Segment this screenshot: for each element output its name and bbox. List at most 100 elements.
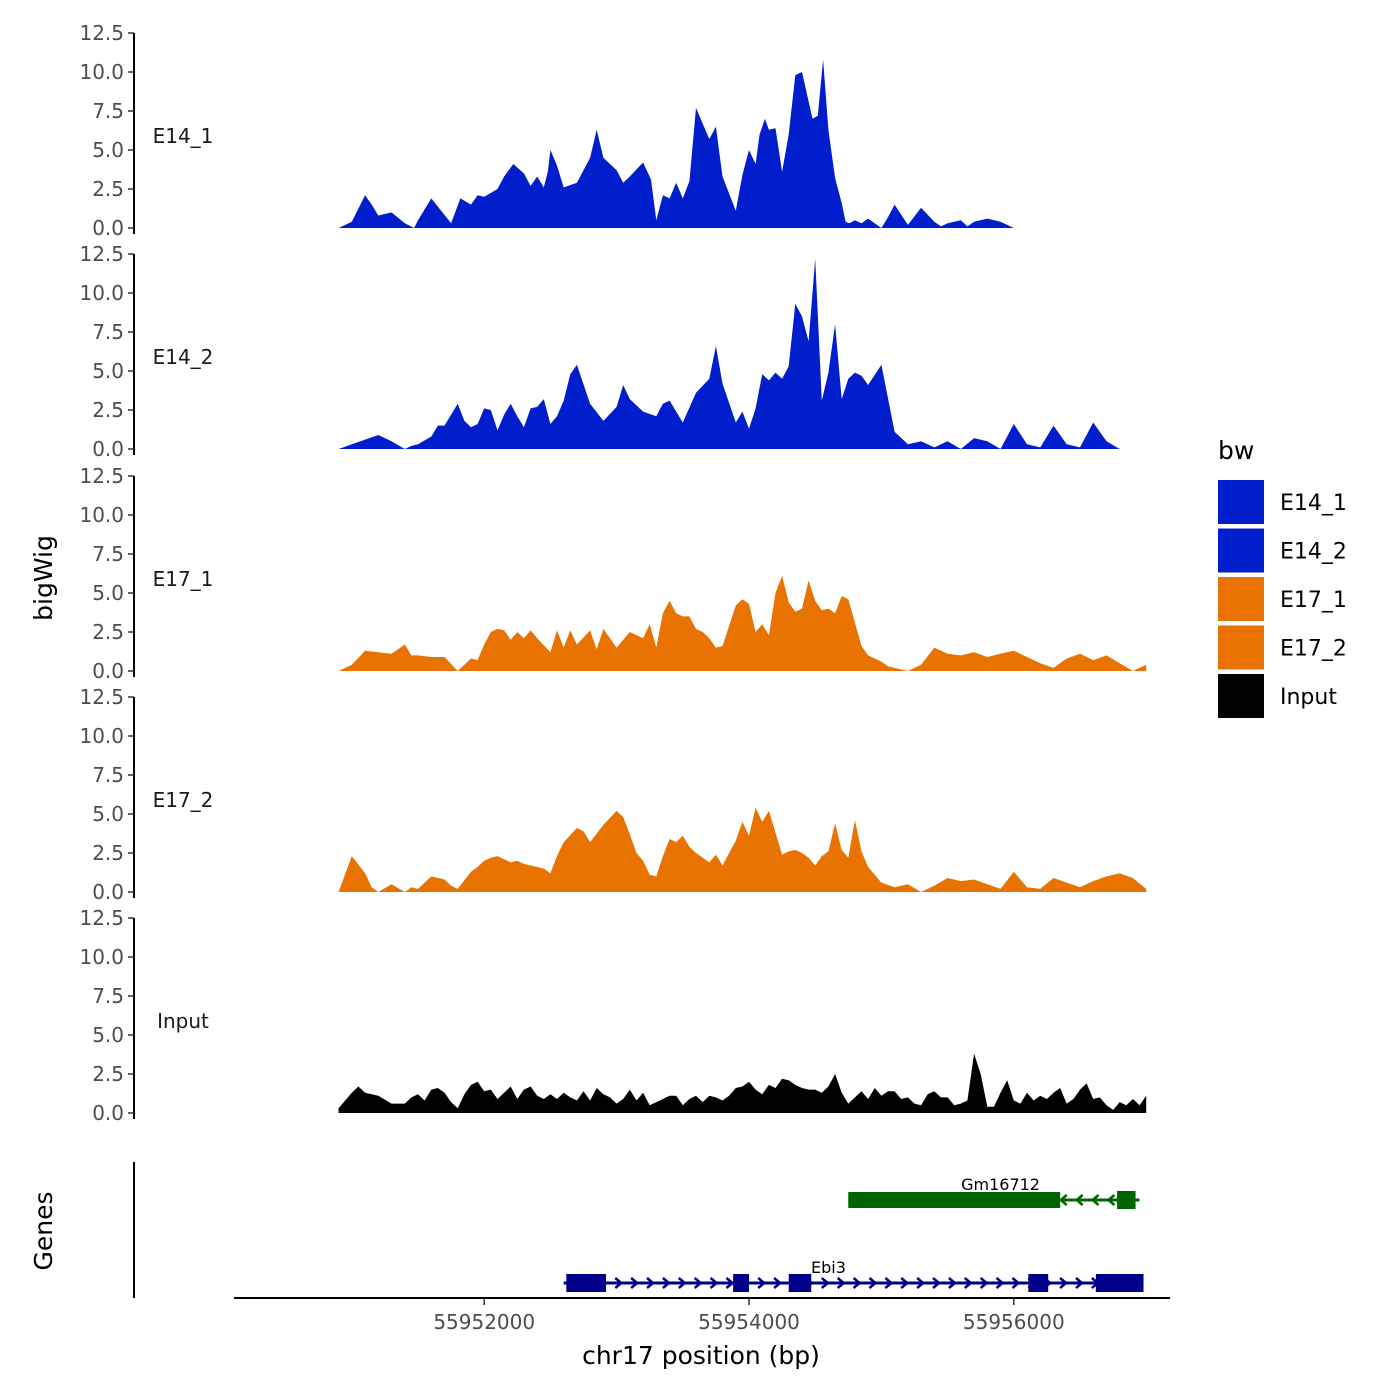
track-label: E14_2 [153, 345, 214, 369]
genes-axis-title: Genes [29, 1191, 58, 1270]
legend-label: Input [1280, 685, 1337, 710]
y-tick-label: 10.0 [79, 724, 124, 748]
legend-item-e17-2: E17_2 [1218, 625, 1347, 670]
strand-chevron [662, 1277, 671, 1289]
strand-chevron [1059, 1277, 1069, 1289]
y-tick-label: 7.5 [92, 763, 124, 787]
gene-exon [1028, 1274, 1049, 1292]
y-tick-label: 7.5 [92, 542, 124, 566]
y-tick-label: 2.5 [92, 841, 124, 865]
strand-chevron [773, 1277, 783, 1289]
y-tick-label: 2.5 [92, 1062, 124, 1086]
legend-item-e14-2: E14_2 [1218, 528, 1347, 573]
strand-chevron [757, 1277, 767, 1289]
strand-chevron [963, 1277, 973, 1289]
y-tick-label: 5.0 [92, 802, 124, 826]
strand-chevron [678, 1277, 687, 1289]
y-tick-label: 12.5 [79, 21, 124, 45]
strand-chevron [852, 1277, 862, 1289]
area-e17-1 [338, 575, 1147, 671]
x-axis: 55952000 55954000 55956000 [234, 1297, 1170, 1334]
legend-swatch [1218, 625, 1264, 670]
gene-exon [788, 1274, 812, 1292]
legend-item-e14-1: E14_1 [1218, 480, 1347, 524]
track-e14-2: 0.0 2.5 5.0 7.5 10.0 12.5 E14_2 [79, 242, 1147, 461]
strand-chevron [1011, 1277, 1021, 1289]
area-e14-2 [338, 258, 1147, 449]
coverage-tracks: 0.0 2.5 5.0 7.5 10.0 12.5 E14_1 0.0 2.5 5.0 7.5 10.… [79, 21, 1147, 1125]
strand-chevron [884, 1277, 894, 1289]
gene-exon [733, 1274, 749, 1292]
y-tick-label: 0.0 [92, 659, 124, 683]
strand-chevron [932, 1277, 941, 1289]
y-tick-label: 7.5 [92, 320, 124, 344]
strand-chevron [630, 1277, 640, 1289]
y-tick-label: 0.0 [92, 880, 124, 904]
gene-exon [566, 1274, 607, 1292]
y-tick-label: 7.5 [92, 984, 124, 1008]
x-tick-label: 55956000 [963, 1310, 1065, 1334]
gene-label: Gm16712 [961, 1175, 1040, 1194]
track-label: E17_1 [153, 567, 214, 591]
gene-gm16712: Gm16712 [848, 1175, 1140, 1209]
gene-thick-block [848, 1192, 1061, 1208]
legend-label: E14_2 [1280, 540, 1347, 565]
legend-swatch [1218, 528, 1264, 573]
strand-chevron [948, 1277, 957, 1289]
y-tick-label: 12.5 [79, 906, 124, 930]
gene-label: Ebi3 [811, 1258, 846, 1277]
strand-chevron [1074, 1194, 1084, 1206]
legend-swatch [1218, 674, 1264, 718]
legend: bw E14_1 E14_2 E17_1 E17_2 Input [1218, 436, 1347, 718]
y-tick-label: 0.0 [92, 1101, 124, 1125]
legend-title: bw [1218, 436, 1254, 465]
legend-item-input: Input [1218, 674, 1337, 718]
y-tick-label: 12.5 [79, 685, 124, 709]
y-tick-label: 5.0 [92, 359, 124, 383]
gene-ebi3: Ebi3 [563, 1258, 1144, 1292]
strand-chevron [709, 1277, 719, 1289]
x-axis-title: chr17 position (bp) [582, 1341, 820, 1370]
area-input [338, 1053, 1147, 1113]
strand-chevron [836, 1277, 846, 1289]
y-tick-label: 2.5 [92, 177, 124, 201]
track-label: Input [157, 1009, 209, 1033]
y-tick-label: 12.5 [79, 464, 124, 488]
strand-chevron [646, 1277, 655, 1289]
legend-swatch [1218, 480, 1264, 524]
track-e17-2: 0.0 2.5 5.0 7.5 10.0 12.5 E17_2 [79, 685, 1147, 904]
strand-chevron [614, 1277, 624, 1289]
y-tick-label: 10.0 [79, 503, 124, 527]
x-tick-label: 55954000 [698, 1310, 800, 1334]
track-label: E14_1 [153, 124, 214, 148]
strand-chevron [725, 1277, 735, 1289]
legend-label: E17_2 [1280, 637, 1347, 662]
track-e14-1: 0.0 2.5 5.0 7.5 10.0 12.5 E14_1 [79, 21, 1147, 240]
y-tick-label: 0.0 [92, 437, 124, 461]
y-tick-label: 2.5 [92, 398, 124, 422]
y-tick-label: 10.0 [79, 281, 124, 305]
strand-chevron [1090, 1194, 1100, 1206]
track-e17-1: 0.0 2.5 5.0 7.5 10.0 12.5 E17_1 [79, 464, 1147, 683]
strand-chevron [979, 1277, 989, 1289]
strand-chevron [995, 1277, 1005, 1289]
strand-chevron [693, 1277, 703, 1289]
area-e14-1 [338, 59, 1147, 228]
legend-label: E14_1 [1280, 491, 1347, 516]
strand-chevron [900, 1277, 910, 1289]
y-tick-label: 2.5 [92, 620, 124, 644]
area-e17-2 [338, 807, 1147, 892]
y-tick-label: 5.0 [92, 581, 124, 605]
x-tick-label: 55952000 [433, 1310, 535, 1334]
strand-chevron [916, 1277, 926, 1289]
y-tick-label: 0.0 [92, 216, 124, 240]
gene-exon [1095, 1274, 1144, 1292]
strand-chevron [1106, 1194, 1116, 1206]
gene-track: Gm16712 Ebi3 [133, 1162, 1144, 1298]
y-tick-label: 7.5 [92, 99, 124, 123]
legend-swatch [1218, 577, 1264, 621]
y-tick-label: 5.0 [92, 138, 124, 162]
y-tick-label: 5.0 [92, 1023, 124, 1047]
legend-label: E17_1 [1280, 588, 1347, 613]
